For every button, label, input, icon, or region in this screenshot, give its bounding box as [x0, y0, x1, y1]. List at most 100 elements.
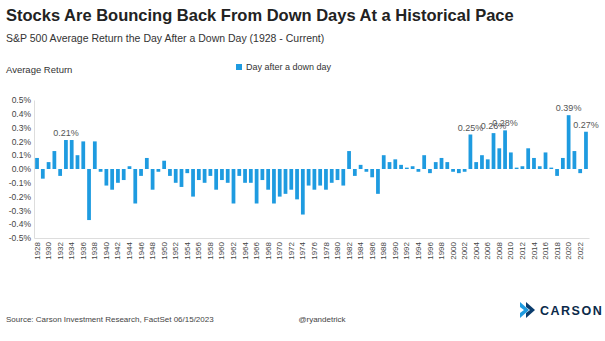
y-tick-label: -0.1%	[9, 178, 32, 188]
x-tick-label: 1936	[79, 241, 88, 259]
x-tick: 2020	[564, 238, 573, 260]
bar	[555, 169, 559, 176]
x-tick: 2018	[553, 238, 562, 260]
bar	[428, 169, 432, 173]
chart: Stocks Are Bouncing Back From Down Days …	[0, 0, 605, 341]
x-tick: 1984	[356, 238, 365, 260]
y-tick-label: -0.2%	[9, 192, 32, 202]
bar	[261, 169, 265, 180]
x-tick: 1934	[67, 238, 76, 260]
bar	[359, 165, 363, 169]
bar	[295, 169, 299, 199]
x-axis: 1928193019321934193619381940194219441946…	[33, 238, 590, 260]
x-tick-label: 1978	[322, 241, 331, 259]
bar	[341, 169, 345, 186]
x-tick: 2002	[460, 238, 469, 260]
x-tick: 1936	[79, 238, 88, 260]
bar	[133, 169, 137, 204]
x-tick: 1994	[414, 238, 423, 260]
x-tick: 1938	[90, 238, 99, 260]
bar	[532, 158, 536, 169]
x-tick: 1932	[56, 238, 65, 260]
bar	[209, 169, 213, 176]
logo: CARSON	[520, 302, 603, 318]
x-tick-label: 2004	[472, 241, 481, 259]
x-tick-label: 1988	[379, 241, 388, 259]
credit: @ryandetrick	[298, 315, 346, 324]
x-tick: 2016	[541, 238, 550, 260]
x-tick-label: 2020	[564, 241, 573, 259]
x-tick-label: 1996	[426, 241, 435, 259]
y-axis: -0.5%-0.4%-0.3%-0.2%-0.1%0.0%0.1%0.2%0.3…	[9, 95, 35, 243]
bar	[156, 169, 160, 172]
bar	[70, 140, 74, 169]
bar	[480, 155, 484, 169]
bars	[35, 115, 588, 220]
x-tick-label: 1994	[414, 241, 423, 259]
x-tick: 1960	[217, 238, 226, 260]
bar	[578, 169, 582, 173]
x-tick: 1954	[183, 238, 192, 260]
bar	[434, 162, 438, 169]
bar	[567, 115, 571, 169]
x-tick-label: 1938	[90, 241, 99, 259]
bar	[561, 158, 565, 169]
bar	[220, 169, 224, 180]
bar	[64, 140, 68, 169]
bar	[110, 169, 114, 190]
y-tick: -0.1%	[9, 178, 34, 188]
x-tick-label: 1960	[217, 241, 226, 259]
y-tick: 0.0%	[12, 164, 34, 174]
x-tick-label: 1962	[229, 241, 238, 259]
x-tick: 2008	[495, 238, 504, 260]
x-tick: 1978	[322, 238, 331, 260]
y-tick: 0.1%	[12, 150, 34, 160]
data-label: 0.39%	[556, 103, 582, 113]
bar	[457, 169, 461, 173]
x-tick-label: 1930	[44, 241, 53, 259]
bar	[463, 169, 467, 172]
bar	[128, 166, 132, 169]
y-axis-title: Average Return	[6, 64, 72, 75]
bar	[376, 169, 380, 194]
x-tick: 1988	[379, 238, 388, 260]
x-tick: 1970	[275, 238, 284, 260]
bar	[104, 169, 108, 186]
bar	[492, 133, 496, 169]
data-labels: 0.21%0.25%0.26%0.28%0.39%0.27%	[53, 103, 599, 138]
x-tick-label: 1956	[194, 241, 203, 259]
bar	[330, 169, 334, 183]
x-tick-label: 1974	[298, 241, 307, 259]
y-tick: 0.5%	[12, 95, 34, 105]
bar	[313, 169, 317, 190]
bar	[388, 162, 392, 169]
bar	[52, 151, 56, 169]
subtitle: S&P 500 Average Return the Day After a D…	[6, 32, 324, 44]
bar	[474, 162, 478, 169]
bar	[544, 152, 548, 169]
y-tick: 0.4%	[12, 109, 34, 119]
data-label: 0.25%	[458, 123, 484, 133]
x-tick: 1946	[137, 238, 146, 260]
bar	[58, 169, 62, 176]
x-tick: 1996	[426, 238, 435, 260]
x-tick: 1944	[125, 238, 134, 260]
bar	[203, 169, 207, 183]
x-tick-label: 1976	[310, 241, 319, 259]
bar	[370, 169, 374, 177]
x-tick-label: 1944	[125, 241, 134, 259]
bar	[151, 169, 155, 190]
x-tick: 1928	[33, 238, 42, 260]
x-tick: 1976	[310, 238, 319, 260]
x-tick-label: 2002	[460, 241, 469, 259]
logo-icon	[526, 302, 535, 318]
bar	[509, 152, 513, 169]
bar	[382, 155, 386, 169]
bar	[284, 169, 288, 194]
x-tick: 2006	[483, 238, 492, 260]
x-tick: 1974	[298, 238, 307, 260]
bar	[191, 169, 195, 197]
x-tick: 2014	[530, 238, 539, 260]
x-tick: 1964	[241, 238, 250, 260]
bar	[232, 169, 236, 204]
